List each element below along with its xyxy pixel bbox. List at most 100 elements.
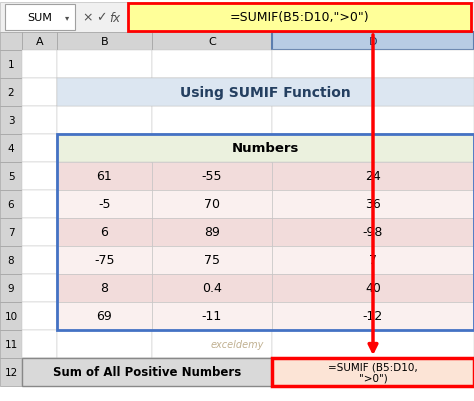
Text: SUM: SUM — [27, 13, 53, 23]
Bar — [152, 51, 272, 79]
Bar — [152, 246, 272, 274]
Bar — [152, 330, 272, 358]
Text: -12: -12 — [363, 310, 383, 323]
Text: fx: fx — [109, 12, 120, 24]
Bar — [152, 162, 272, 190]
Text: 61: 61 — [97, 170, 112, 183]
Bar — [57, 33, 152, 51]
Text: 75: 75 — [204, 254, 220, 267]
Bar — [272, 302, 474, 330]
Bar — [272, 302, 474, 330]
Text: 1: 1 — [8, 60, 14, 70]
Text: C: C — [208, 37, 216, 47]
Text: 10: 10 — [4, 311, 18, 321]
Text: -75: -75 — [94, 254, 115, 267]
Text: =SUMIF (B5:D10,
">0"): =SUMIF (B5:D10, ">0") — [328, 361, 418, 383]
Text: -98: -98 — [363, 226, 383, 239]
Bar — [57, 246, 152, 274]
Bar — [57, 302, 152, 330]
Bar — [57, 190, 152, 219]
Bar — [272, 135, 474, 162]
Bar — [57, 246, 152, 274]
Bar — [152, 246, 272, 274]
Text: 8: 8 — [8, 255, 14, 265]
Bar — [272, 358, 474, 386]
Bar — [57, 135, 474, 330]
Text: D: D — [369, 37, 377, 47]
Bar — [152, 107, 272, 135]
Bar — [22, 246, 57, 274]
Bar — [272, 190, 474, 219]
Bar — [272, 274, 474, 302]
Bar — [152, 274, 272, 302]
Bar — [0, 330, 22, 358]
Bar — [0, 190, 22, 219]
Bar — [57, 330, 152, 358]
Bar — [152, 79, 272, 107]
Bar — [22, 79, 57, 107]
Text: 40: 40 — [365, 282, 381, 295]
Bar — [272, 162, 474, 190]
Bar — [0, 51, 22, 79]
Bar — [152, 302, 272, 330]
Bar — [22, 358, 272, 386]
Bar — [22, 135, 57, 162]
Bar — [152, 190, 272, 219]
Bar — [57, 274, 152, 302]
Bar — [0, 79, 22, 107]
Text: ▾: ▾ — [65, 14, 69, 22]
Bar — [0, 107, 22, 135]
Bar — [57, 107, 152, 135]
Text: -11: -11 — [202, 310, 222, 323]
Bar — [272, 246, 474, 274]
Text: 89: 89 — [204, 226, 220, 239]
Bar — [272, 79, 474, 107]
Bar — [57, 135, 474, 162]
Bar — [272, 190, 474, 219]
Text: 11: 11 — [4, 339, 18, 349]
Bar — [57, 135, 152, 162]
Bar — [128, 4, 471, 32]
Bar — [0, 162, 22, 190]
Bar — [152, 135, 272, 162]
Bar — [152, 219, 272, 246]
Bar — [22, 302, 57, 330]
Text: 69: 69 — [97, 310, 112, 323]
Bar — [152, 302, 272, 330]
Bar — [0, 3, 474, 33]
Bar — [22, 330, 57, 358]
Text: 0.4: 0.4 — [202, 282, 222, 295]
Text: 12: 12 — [4, 367, 18, 377]
Text: 24: 24 — [365, 170, 381, 183]
Bar — [272, 219, 474, 246]
Text: Using SUMIF Function: Using SUMIF Function — [180, 86, 351, 100]
Bar — [22, 33, 57, 51]
Bar — [22, 219, 57, 246]
Bar — [152, 219, 272, 246]
Text: 70: 70 — [204, 198, 220, 211]
Bar — [272, 107, 474, 135]
Bar — [57, 274, 152, 302]
Text: ×: × — [83, 12, 93, 24]
Bar — [57, 51, 152, 79]
Text: 2: 2 — [8, 88, 14, 98]
Bar — [0, 274, 22, 302]
Bar — [0, 302, 22, 330]
Text: -55: -55 — [202, 170, 222, 183]
Bar — [152, 162, 272, 190]
Bar — [57, 79, 474, 107]
Bar — [57, 162, 152, 190]
Bar — [272, 358, 474, 386]
Text: exceldemy: exceldemy — [210, 339, 264, 349]
Text: ✓: ✓ — [96, 12, 106, 24]
Bar — [152, 190, 272, 219]
Text: 8: 8 — [100, 282, 109, 295]
Bar — [57, 190, 152, 219]
Bar — [22, 274, 57, 302]
Bar — [0, 246, 22, 274]
Text: Numbers: Numbers — [232, 142, 299, 155]
Bar — [22, 51, 57, 79]
Text: =SUMIF(B5:D10,">0"): =SUMIF(B5:D10,">0") — [230, 12, 369, 24]
Bar — [0, 135, 22, 162]
Bar — [152, 358, 272, 386]
